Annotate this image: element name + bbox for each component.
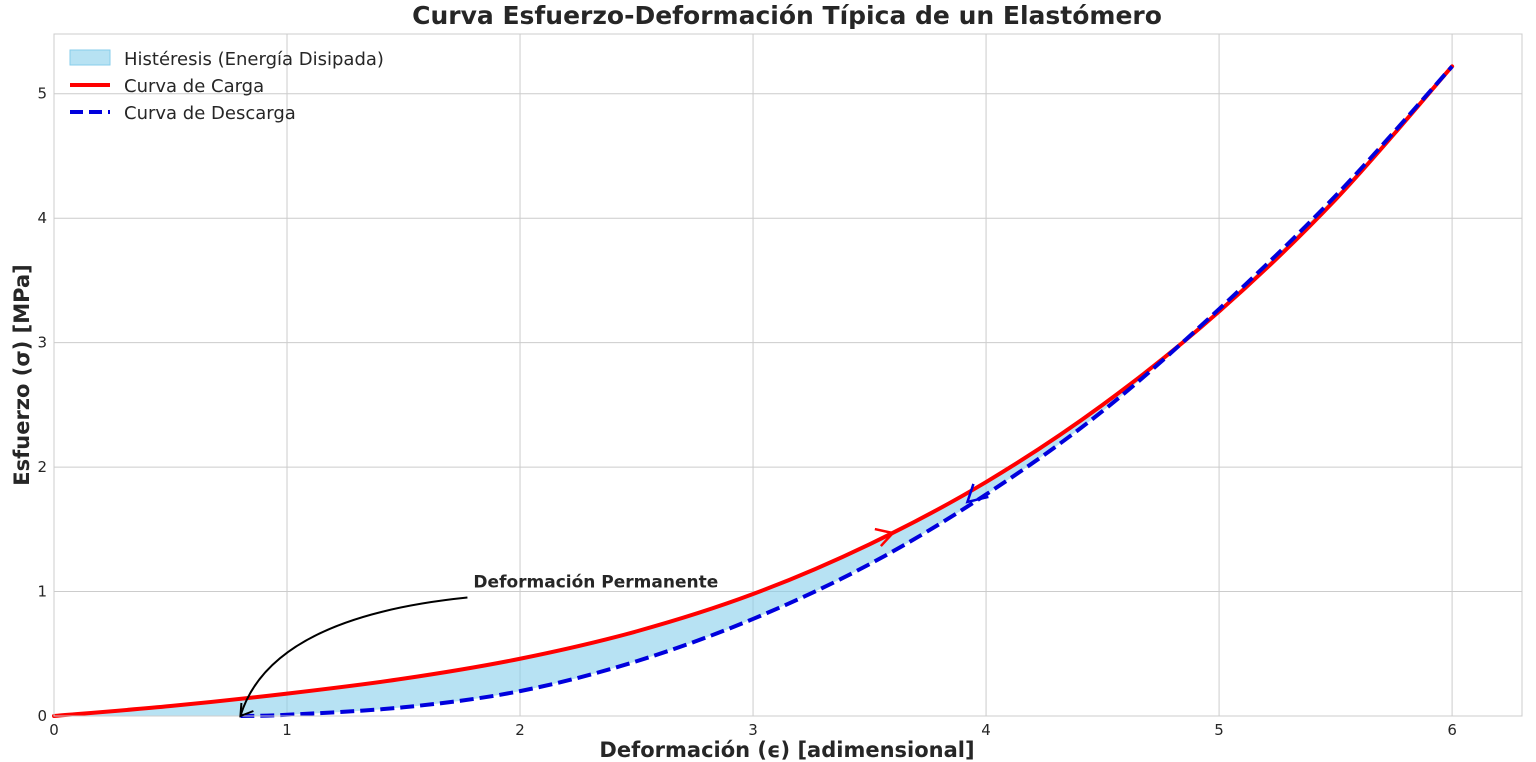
annotation-arrowhead (239, 702, 254, 718)
legend-swatch-hysteresis (69, 49, 111, 66)
x-axis-label: Deformación (ϵ) [adimensional] (599, 738, 974, 762)
chart-title: Curva Esfuerzo-Deformación Típica de un … (412, 1, 1162, 30)
y-tick-label: 2 (37, 458, 47, 476)
ticks-layer: 0 1 2 3 4 5 6 0 1 2 3 4 5 (37, 85, 1456, 739)
unloading-curve (240, 65, 1454, 718)
loading-curve (52, 64, 1455, 718)
plot-frame (53, 33, 1523, 717)
y-tick-label: 4 (37, 209, 47, 227)
x-tick-label: 5 (1214, 721, 1224, 739)
legend-label: Curva de Carga (124, 76, 264, 97)
series-layer (52, 64, 1455, 718)
y-axis-label: Esfuerzo (σ) [MPa] (10, 264, 34, 485)
direction-arrows-layer (874, 483, 989, 547)
x-tick-label: 2 (515, 721, 525, 739)
x-tick-label: 0 (49, 721, 59, 739)
unloading-direction-arrow (965, 483, 989, 504)
legend-label: Histéresis (Energía Disipada) (124, 49, 384, 70)
y-tick-label: 1 (37, 583, 47, 601)
annotation-text: Deformación Permanente (473, 573, 718, 593)
legend-label: Curva de Descarga (124, 103, 296, 124)
y-tick-label: 5 (37, 85, 47, 103)
legend: Histéresis (Energía Disipada) Curva de Ca… (69, 49, 384, 124)
x-tick-label: 6 (1447, 721, 1457, 739)
y-tick-label: 0 (37, 707, 47, 725)
loading-direction-arrow (874, 527, 896, 547)
x-tick-label: 4 (981, 721, 991, 739)
annotation-layer: Deformación Permanente (239, 573, 718, 718)
y-tick-label: 3 (37, 334, 47, 352)
annotation-arrow (239, 596, 468, 717)
x-tick-label: 1 (282, 721, 292, 739)
x-tick-label: 3 (748, 721, 758, 739)
